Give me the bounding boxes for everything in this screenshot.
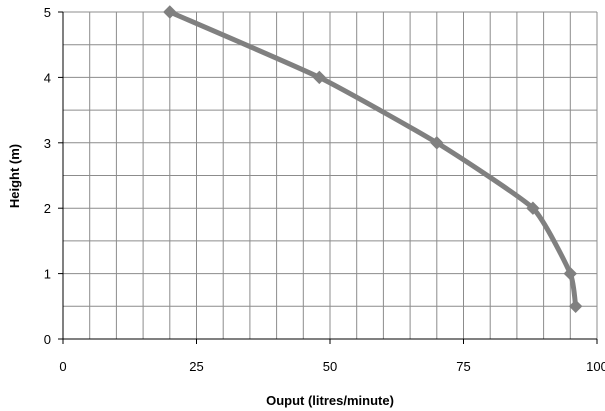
data-point-marker xyxy=(568,299,583,314)
data-point-marker xyxy=(563,266,578,281)
y-tick-label: 2 xyxy=(44,201,51,216)
axes xyxy=(58,11,598,344)
x-axis-title: Ouput (litres/minute) xyxy=(266,393,394,408)
gridlines xyxy=(63,11,598,339)
y-tick-label: 3 xyxy=(44,136,51,151)
x-tick-label: 50 xyxy=(323,359,337,374)
y-tick-label: 5 xyxy=(44,5,51,20)
data-point-marker xyxy=(430,136,444,150)
y-tick-label: 1 xyxy=(44,267,51,282)
x-tick-label: 100 xyxy=(586,359,605,374)
y-tick-label: 4 xyxy=(44,70,51,85)
series-line xyxy=(167,9,579,309)
data-point-marker xyxy=(163,5,177,19)
x-tick-label: 25 xyxy=(189,359,203,374)
y-tick-label: 0 xyxy=(44,332,51,347)
y-axis-title: Height (m) xyxy=(7,144,22,208)
data-point-marker xyxy=(526,201,540,215)
data-series xyxy=(163,5,583,314)
x-tick-label: 0 xyxy=(59,359,66,374)
data-point-marker xyxy=(312,70,327,85)
x-tick-label: 75 xyxy=(456,359,470,374)
